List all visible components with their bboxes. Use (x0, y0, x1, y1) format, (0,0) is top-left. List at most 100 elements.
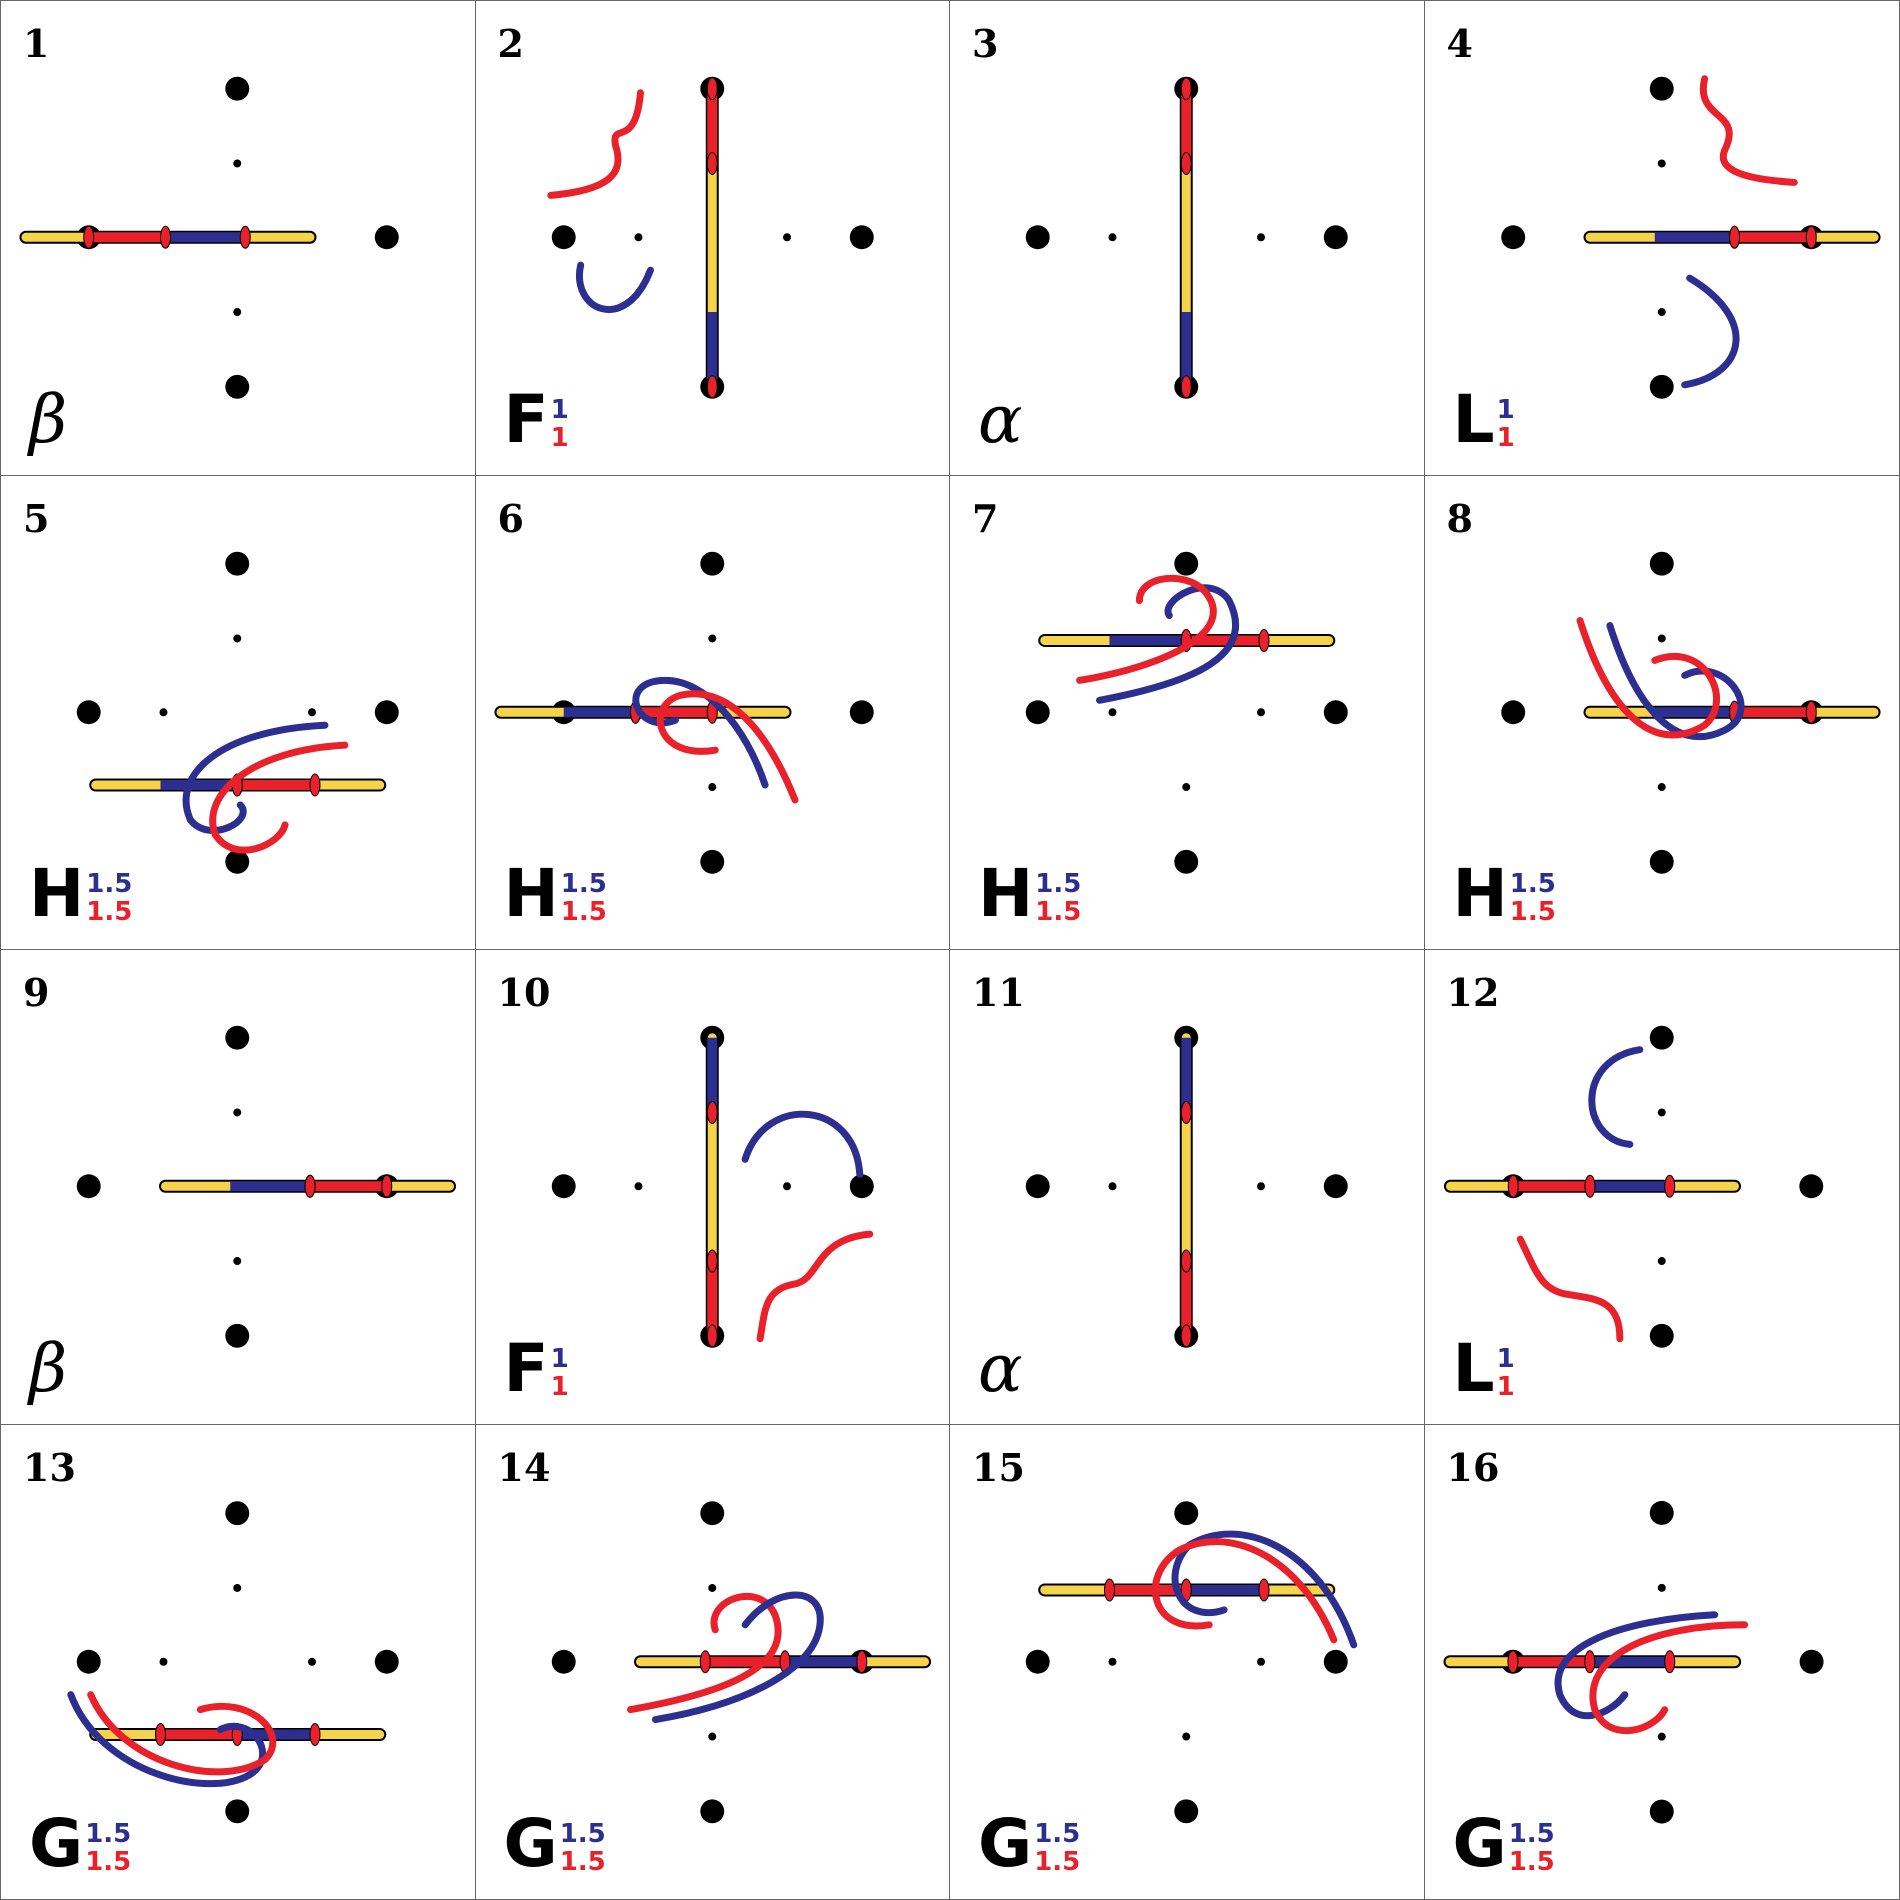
red-index: 1.5 (1035, 897, 1082, 927)
grid-dot (225, 76, 250, 101)
red-index: 1.5 (560, 897, 607, 927)
panel-number: 8 (1446, 495, 1473, 541)
panel-number: 16 (1446, 1444, 1500, 1490)
red-index: 1.5 (1509, 897, 1556, 927)
grid-dot (1323, 699, 1348, 724)
grip-marker (1258, 628, 1270, 652)
blue-index: 1.5 (85, 1819, 132, 1849)
grid-dot-small (707, 1583, 716, 1592)
move-symbol: α (978, 380, 1023, 458)
panel-6: 6 H 1.5 1.5 (475, 475, 950, 950)
grid-dot-small (1257, 707, 1266, 716)
grid-dot-small (1657, 1732, 1666, 1741)
grip-marker (1583, 1649, 1595, 1673)
grip-marker (1180, 375, 1192, 399)
panel-figure (1500, 75, 1881, 399)
move-symbol: F (503, 1329, 549, 1407)
grid-dot (1174, 1798, 1199, 1823)
grid-dot-small (233, 633, 242, 642)
panel-figure (551, 1500, 931, 1823)
grid-dot (1174, 1500, 1199, 1525)
grid-dot-small (707, 633, 716, 642)
grid-dot-small (1657, 159, 1666, 168)
blue-arrow (651, 1590, 824, 1723)
grip-marker (159, 225, 171, 249)
red-index: 1.5 (1034, 1847, 1081, 1877)
grid-dot-small (159, 707, 168, 716)
panel-figure (1025, 76, 1348, 399)
blue-arrow (1096, 583, 1239, 704)
grip-marker (699, 1649, 711, 1673)
panel-16: 16 G 1.5 1.5 (1425, 1425, 1900, 1900)
grid-dot (1025, 225, 1050, 250)
red-index: 1 (1496, 1371, 1515, 1402)
move-label: G 1.5 1.5 (29, 1811, 131, 1877)
grip-marker (1258, 1578, 1270, 1601)
panel-7: 7 H 1.5 1.5 (950, 475, 1425, 950)
grid-dot (699, 849, 724, 874)
move-symbol: L (1452, 1329, 1495, 1407)
grid-dot-small (1657, 782, 1666, 791)
grid-dot (699, 1500, 724, 1525)
panel-figure (1025, 1025, 1348, 1348)
panel-number: 6 (497, 495, 524, 541)
blue-arrow (1680, 274, 1740, 389)
grid-dot-small (1657, 1257, 1666, 1266)
blue-index: 1 (1496, 1343, 1515, 1374)
grid-dot (1649, 1500, 1674, 1525)
grip-marker (1180, 1101, 1192, 1124)
blue-index: 1.5 (86, 869, 133, 899)
grid-dot-small (233, 1257, 242, 1266)
panel-figure (1443, 1025, 1823, 1348)
grid-dot-small (233, 308, 242, 317)
panel-figure (67, 1500, 399, 1823)
grip-marker (1805, 700, 1817, 724)
move-symbol: L (1452, 380, 1495, 458)
grid-dot (225, 1323, 250, 1348)
grid-dot-small (1657, 1583, 1666, 1592)
panel-number: 10 (497, 970, 551, 1015)
panel-15: 15 G 1.5 1.5 (950, 1424, 1425, 1899)
grid-dot (1025, 1649, 1050, 1674)
move-label: β (29, 1335, 67, 1402)
blue-arrow (632, 676, 769, 789)
blue-arrow (182, 721, 329, 834)
grid-dot (1649, 76, 1674, 101)
red-arrow (209, 741, 349, 854)
panel-figure (1025, 551, 1348, 874)
grip-marker (304, 1174, 316, 1198)
red-arrow (656, 689, 798, 803)
move-label: G 1.5 1.5 (1453, 1811, 1555, 1877)
panel-number: 13 (23, 1444, 76, 1490)
blue-index: 1 (1496, 394, 1515, 425)
grip-marker (1663, 1649, 1675, 1673)
grid-dot (1323, 225, 1348, 250)
grid-dot (374, 699, 399, 724)
panel-figure (76, 1025, 457, 1348)
grid-dot (76, 1174, 101, 1199)
blue-index: 1 (550, 1343, 569, 1374)
move-symbol: H (978, 855, 1034, 932)
grid-dot-small (308, 707, 317, 716)
grid-dot-small (1108, 1182, 1117, 1191)
red-index: 1 (1496, 422, 1515, 453)
grid-dot (225, 551, 250, 576)
grid-dot (1323, 1649, 1348, 1674)
panel-number: 12 (1446, 970, 1500, 1015)
grid-dot (1025, 699, 1050, 724)
red-index: 1.5 (86, 897, 133, 927)
grid-dot-small (633, 1182, 642, 1191)
panel-figure (551, 1025, 874, 1348)
panel-number: 2 (497, 21, 524, 66)
blue-index: 1.5 (1034, 1819, 1081, 1849)
grip-marker (706, 1101, 718, 1124)
panel-figure (19, 76, 399, 399)
grid-dot (1500, 699, 1525, 724)
grid-dot (1798, 1174, 1823, 1199)
blue-arrow (1587, 1046, 1643, 1148)
grid-dot (374, 1649, 399, 1674)
grid-dot (225, 1798, 250, 1823)
move-symbol: H (503, 855, 559, 932)
